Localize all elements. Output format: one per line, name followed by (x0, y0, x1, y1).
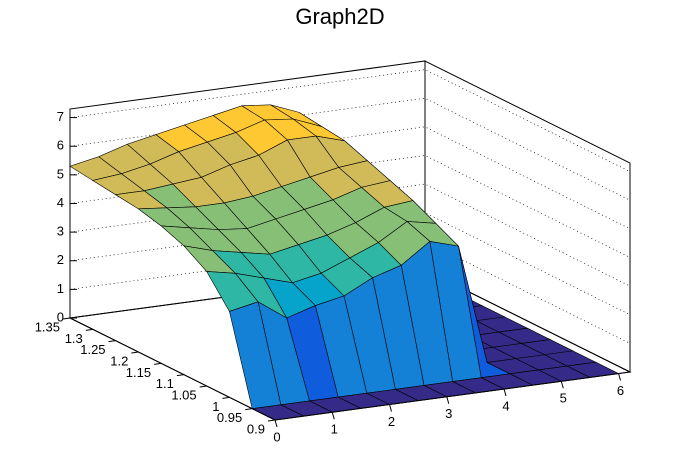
y-tick-label: 1.05 (171, 387, 196, 402)
y-tick (131, 351, 139, 354)
x-tick-label: 6 (617, 383, 624, 398)
y-tick (108, 340, 116, 343)
x-tick-label: 3 (445, 406, 452, 421)
z-tick-label: 1 (57, 281, 64, 296)
z-tick-label: 6 (57, 138, 64, 153)
y-tick-label: 1.3 (65, 331, 83, 346)
x-tick (274, 419, 278, 428)
y-tick (245, 408, 253, 411)
z-tick-label: 4 (57, 195, 64, 210)
y-tick (199, 385, 207, 388)
x-tick (446, 396, 450, 404)
x-tick (503, 388, 507, 397)
y-tick (176, 374, 184, 377)
z-tick-label: 2 (57, 252, 64, 267)
z-tick-label: 0 (57, 309, 64, 324)
x-tick-label: 5 (560, 391, 567, 406)
x-tick-label: 2 (388, 414, 395, 429)
y-tick-label: 1.2 (110, 353, 128, 368)
chart-title: Graph2D (295, 4, 384, 29)
y-axis (69, 317, 276, 421)
y-tick-label: 1.15 (126, 365, 151, 380)
x-tick (331, 412, 335, 420)
y-tick (62, 317, 71, 320)
z-tick-label: 7 (57, 109, 64, 124)
x-tick (618, 373, 622, 381)
y-tick-label: 0.9 (247, 421, 265, 436)
y-tick (267, 419, 276, 422)
y-tick-label: 1.35 (35, 319, 60, 334)
y-tick-label: 1.25 (80, 342, 105, 357)
x-axis (274, 371, 631, 421)
y-tick-label: 1 (212, 399, 219, 414)
x-tick (560, 381, 564, 389)
x-tick-label: 4 (502, 398, 509, 413)
x-tick-label: 0 (273, 429, 280, 444)
y-tick (222, 396, 230, 399)
x-tick (389, 404, 392, 412)
y-tick (154, 362, 162, 365)
y-tick (85, 328, 93, 331)
y-tick-label: 1.1 (156, 376, 174, 391)
z-tick-label: 5 (57, 166, 64, 181)
x-tick-label: 1 (331, 422, 338, 437)
z-tick-label: 3 (57, 224, 64, 239)
y-tick-label: 0.95 (217, 410, 242, 425)
